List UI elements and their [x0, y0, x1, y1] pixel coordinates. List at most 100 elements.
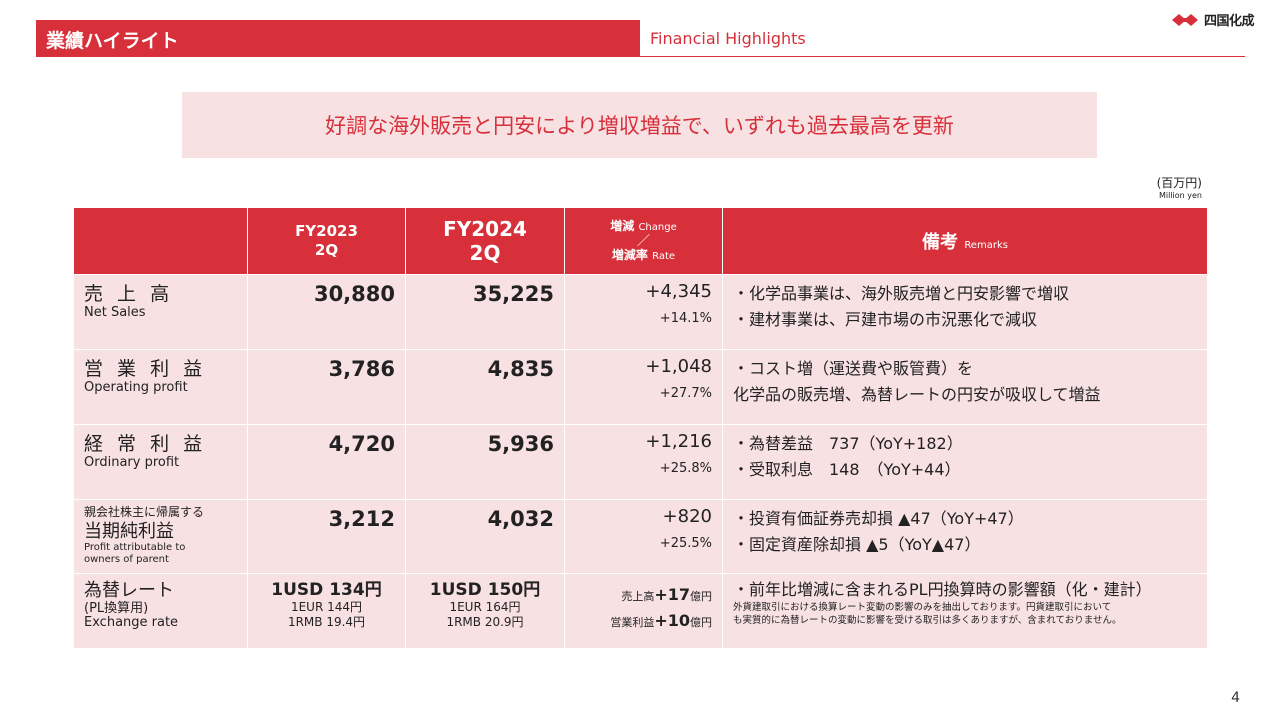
row-label-jp: 為替レート: [84, 580, 174, 601]
fx-change-unit: 億円: [690, 615, 712, 629]
fx-usd: 1USD 134円: [271, 580, 382, 600]
remark-line: ・コスト増（運送費や販管費）を: [733, 359, 974, 378]
cell-fy2024: 4,032: [405, 499, 565, 574]
fx-usd: 1USD 150円: [429, 580, 541, 600]
remark-line: ・前年比増減に含まれるPL円換算時の影響額（化・建計）: [733, 580, 1152, 599]
row-label-en: Profit attributable to: [84, 542, 186, 554]
remark-line: ・化学品事業は、海外販売増と円安影響で増収: [733, 284, 1070, 303]
header-rate-en: Rate: [652, 250, 676, 262]
fx-change-op: 営業利益+10億円: [565, 608, 712, 634]
remark-note: 外貨建取引における換算レート変動の影響のみを抽出しております。円貨建取引において: [733, 601, 1112, 613]
fx-change-unit: 億円: [690, 590, 712, 603]
header-fy2023: FY2023 2Q: [247, 207, 406, 275]
fx-change-sales: 売上高+17億円: [565, 582, 712, 608]
cell-remarks: ・化学品事業は、海外販売増と円安影響で増収 ・建材事業は、戸建市場の市況悪化で減…: [722, 274, 1208, 350]
header-fy2024-year: FY2024: [443, 217, 527, 241]
cell-fx-fy2024: 1USD 150円 1EUR 164円 1RMB 20.9円: [405, 573, 565, 649]
change-rate: +25.5%: [659, 535, 712, 551]
fx-eur: 1EUR 144円: [290, 600, 363, 615]
row-label: 親会社株主に帰属する 当期純利益 Profit attributable to …: [73, 499, 248, 574]
table-row-net-profit: 親会社株主に帰属する 当期純利益 Profit attributable to …: [73, 499, 1208, 574]
headline-banner: 好調な海外販売と円安により増収増益で、いずれも過去最高を更新: [182, 92, 1097, 158]
fx-rmb: 1RMB 19.4円: [287, 615, 366, 630]
logo-text: 四国化成: [1204, 14, 1255, 29]
row-label-jp: 経 常 利 益: [84, 433, 207, 455]
row-label-en: Net Sales: [84, 304, 146, 320]
fx-eur: 1EUR 164円: [449, 600, 521, 615]
page-title: 業績ハイライト: [46, 30, 179, 52]
header-change-jp: 増減: [610, 218, 635, 233]
change-value: +1,216: [645, 431, 712, 452]
cell-remarks: ・為替差益 737（YoY+182） ・受取利息 148 （YoY+44）: [722, 424, 1208, 500]
header-remarks-jp: 備考: [922, 232, 959, 253]
cell-fy2023: 3,786: [247, 349, 406, 425]
cell-fy2023: 3,212: [247, 499, 406, 574]
cell-fx-fy2023: 1USD 134円 1EUR 144円 1RMB 19.4円: [247, 573, 406, 649]
change-value: +820: [662, 506, 712, 527]
cell-fy2024: 35,225: [405, 274, 565, 350]
cell-change: +1,048 +27.7%: [564, 349, 723, 425]
row-label-jp: 当期純利益: [84, 520, 174, 542]
fx-change-value: +17: [654, 585, 690, 604]
company-logo: 四国化成: [1172, 10, 1255, 29]
table-row-net-sales: 売 上 高 Net Sales 30,880 35,225 +4,345 +14…: [73, 274, 1208, 350]
header-change: 増減 Change ／ 増減率 Rate: [564, 207, 723, 275]
remark-note: も実質的に為替レートの変動に影響を受ける取引は多くありますが、含まれておりません…: [733, 615, 1122, 627]
page-subtitle: Financial Highlights: [650, 29, 806, 48]
table-header-row: FY2023 2Q FY2024 2Q 増減 Change ／ 増減率 Rate…: [73, 207, 1208, 275]
row-label: 売 上 高 Net Sales: [73, 274, 248, 350]
header-fy2024-quarter: 2Q: [469, 241, 501, 265]
table-row-exchange-rate: 為替レート (PL換算用) Exchange rate 1USD 134円 1E…: [73, 573, 1208, 649]
header-remarks-en: Remarks: [964, 240, 1008, 251]
change-rate: +14.1%: [659, 310, 712, 326]
cell-fy2023: 4,720: [247, 424, 406, 500]
cell-fx-change: 売上高+17億円 営業利益+10億円: [564, 573, 723, 649]
row-label: 営 業 利 益 Operating profit: [73, 349, 248, 425]
cell-change: +820 +25.5%: [564, 499, 723, 574]
fx-change-label: 営業利益: [610, 615, 655, 629]
cell-change: +1,216 +25.8%: [564, 424, 723, 500]
row-label-sub: (PL換算用): [84, 600, 149, 616]
cell-fy2023: 30,880: [247, 274, 406, 350]
remark-line: ・投資有価証券売却損 ▲47（YoY+47）: [733, 509, 1024, 528]
financial-table: FY2023 2Q FY2024 2Q 増減 Change ／ 増減率 Rate…: [73, 207, 1208, 649]
row-label-jp: 売 上 高: [84, 283, 174, 305]
header-change-slash: ／: [636, 233, 650, 249]
table-row-operating-profit: 営 業 利 益 Operating profit 3,786 4,835 +1,…: [73, 349, 1208, 425]
header-fy2023-quarter: 2Q: [314, 241, 339, 259]
unit-note: (百万円) Million yen: [1157, 177, 1202, 200]
row-label-en: Operating profit: [84, 379, 188, 395]
remark-line: ・受取利息 148 （YoY+44）: [733, 460, 961, 480]
row-label-small: 親会社株主に帰属する: [84, 505, 205, 519]
cell-fy2024: 5,936: [405, 424, 565, 500]
remark-line: ・固定資産除却損 ▲5（YoY▲47）: [733, 535, 981, 555]
change-rate: +25.8%: [659, 460, 712, 476]
row-label-en: Exchange rate: [84, 614, 179, 630]
table-row-ordinary-profit: 経 常 利 益 Ordinary profit 4,720 5,936 +1,2…: [73, 424, 1208, 500]
logo-mark-icon: [1172, 13, 1198, 26]
cell-remarks: ・投資有価証券売却損 ▲47（YoY+47） ・固定資産除却損 ▲5（YoY▲4…: [722, 499, 1208, 574]
remark-line: ・為替差益 737（YoY+182）: [733, 434, 963, 453]
fx-change-label: 売上高: [621, 590, 655, 603]
fx-rmb: 1RMB 20.9円: [446, 615, 524, 630]
header-fy2023-year: FY2023: [295, 222, 358, 241]
row-label-en: Ordinary profit: [84, 454, 180, 470]
row-label: 為替レート (PL換算用) Exchange rate: [73, 573, 248, 649]
header-empty: [73, 207, 248, 275]
unit-en: Million yen: [1158, 191, 1202, 200]
page-number: 4: [1231, 690, 1240, 706]
remark-line: 化学品の販売増、為替レートの円安が吸収して増益: [733, 385, 1101, 405]
cell-remarks: ・コスト増（運送費や販管費）を 化学品の販売増、為替レートの円安が吸収して増益: [722, 349, 1208, 425]
header-rate-jp: 増減率: [611, 247, 648, 262]
fx-change-value: +10: [654, 610, 690, 630]
row-label: 経 常 利 益 Ordinary profit: [73, 424, 248, 500]
header-remarks: 備考 Remarks: [722, 207, 1208, 275]
header-change-en: Change: [638, 221, 677, 233]
cell-fy2024: 4,835: [405, 349, 565, 425]
header-band: [36, 20, 640, 57]
change-value: +4,345: [645, 281, 712, 302]
row-label-jp: 営 業 利 益: [84, 358, 207, 380]
cell-change: +4,345 +14.1%: [564, 274, 723, 350]
change-rate: +27.7%: [659, 385, 712, 401]
change-value: +1,048: [645, 356, 712, 377]
